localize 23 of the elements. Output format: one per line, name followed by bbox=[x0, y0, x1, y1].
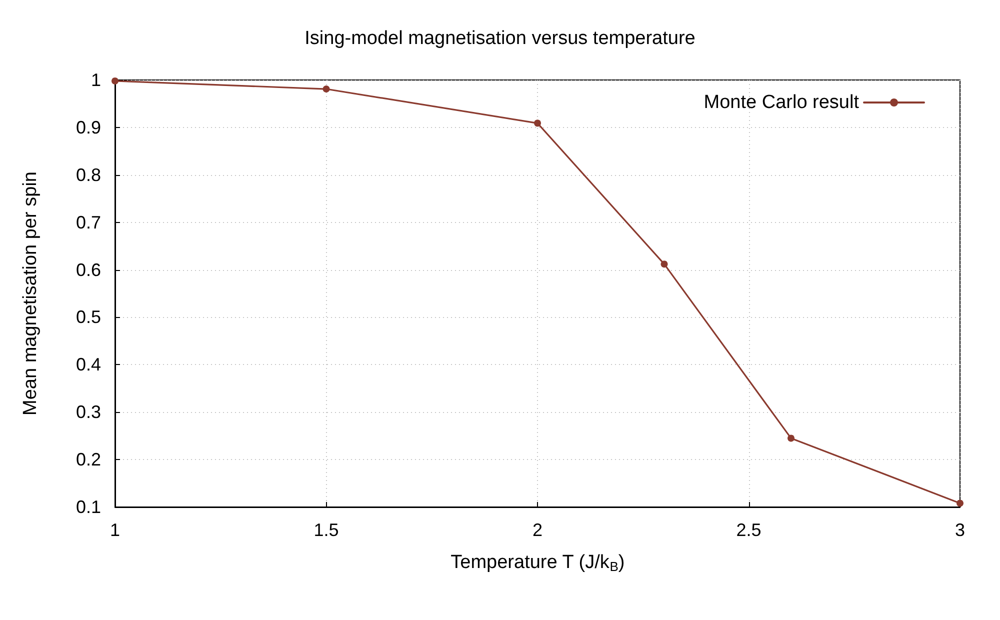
point bbox=[788, 434, 794, 442]
x-tick-label: 3 bbox=[954, 520, 966, 540]
y-tick-label: 0.1 bbox=[76, 497, 101, 517]
x-tick-label: 2.5 bbox=[736, 520, 762, 540]
point bbox=[660, 260, 668, 268]
y-tick-label: 0.6 bbox=[76, 260, 101, 280]
y-tick-label: 1 bbox=[90, 70, 101, 90]
y-tick-label: 0.9 bbox=[76, 117, 101, 138]
point bbox=[534, 120, 541, 127]
point bbox=[322, 86, 330, 93]
y-tick-label: 0.8 bbox=[76, 164, 101, 185]
point bbox=[956, 500, 964, 507]
chart-title: Ising-model magnetisation versus temperature bbox=[304, 28, 696, 49]
y-tick-label: 0.2 bbox=[76, 450, 101, 470]
y-tick-label: 0.3 bbox=[76, 402, 101, 422]
x-tick-label: 2 bbox=[532, 520, 543, 540]
y-tick-label: 0.4 bbox=[76, 354, 101, 375]
x-tick-label: 1 bbox=[110, 520, 120, 540]
legend-label: Monte Carlo result bbox=[704, 92, 860, 113]
x-tick-label: 1.5 bbox=[314, 520, 339, 540]
y-tick-label: 0.7 bbox=[76, 212, 101, 232]
y-axis-title: Mean magnetisation per spin bbox=[20, 172, 41, 416]
y-tick-label: 0.5 bbox=[76, 307, 101, 328]
